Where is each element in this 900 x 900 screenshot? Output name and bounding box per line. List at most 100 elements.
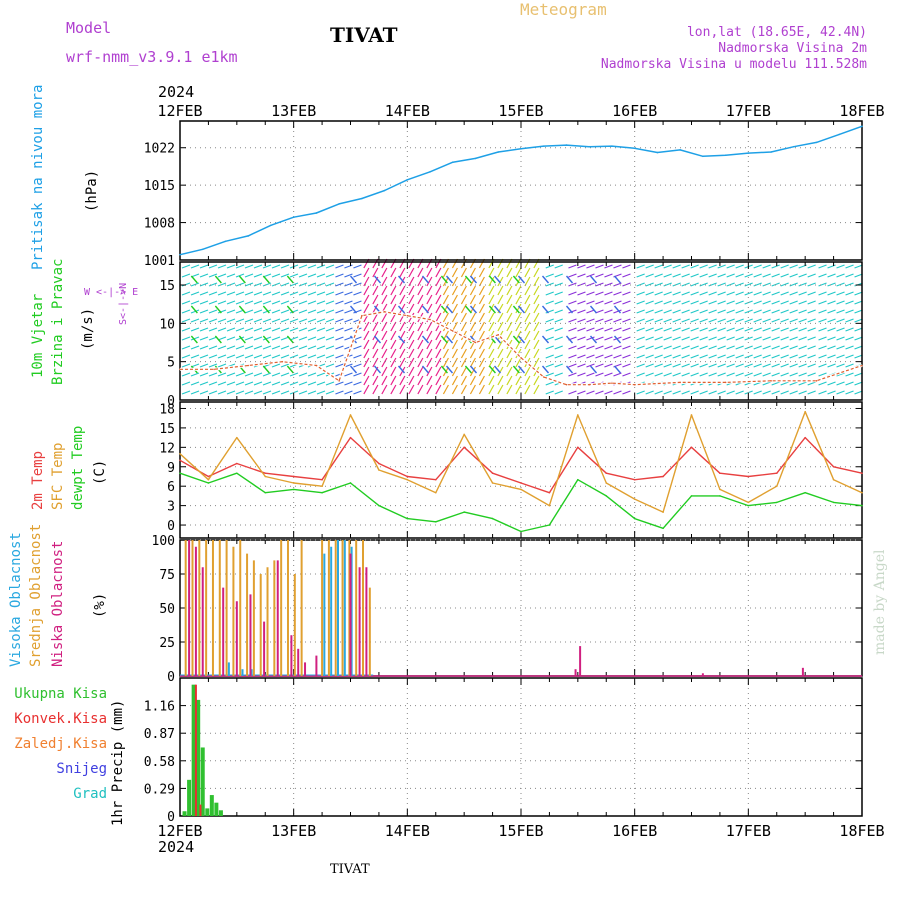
pressure-line-point — [202, 249, 204, 251]
pressure-line-point — [179, 254, 181, 256]
wind-speed-line-point — [543, 376, 545, 378]
temp-sfc-line-point — [492, 482, 494, 484]
temp-sfc-line-point — [719, 489, 721, 491]
pressure-line-point — [725, 154, 727, 156]
pressure-line-point — [679, 149, 681, 151]
temp-dewpt-line-point — [549, 524, 551, 526]
pressure-line-point — [316, 212, 318, 214]
temp-sfc-line-point — [208, 479, 210, 481]
temp-sfc-line-point — [605, 482, 607, 484]
pressure-line-point — [634, 147, 636, 149]
temp-2m-line-point — [208, 476, 210, 478]
wind-speed-line-point — [452, 330, 454, 332]
temp-dewpt-line-point — [662, 527, 664, 529]
temp-sfc-line-point — [804, 411, 806, 413]
temp-sfc-line-point — [236, 437, 238, 439]
temp-dewpt-line-point — [861, 505, 863, 507]
wind-speed-line-point — [316, 365, 318, 367]
temp-2m-line-point — [492, 472, 494, 474]
y-tick-label: 0.87 — [144, 727, 175, 742]
x-tick-label-top: 16FEB — [612, 102, 657, 120]
y-tick-label: 1001 — [144, 254, 175, 269]
wind-speed-line-point — [429, 319, 431, 321]
pressure-line-point — [429, 171, 431, 173]
temp-sfc-line-point — [634, 498, 636, 500]
y-tick-label: 6 — [167, 480, 175, 495]
temp-sfc-line-point — [861, 492, 863, 494]
pressure-line-point — [657, 152, 659, 154]
x-tick-label-bottom: 12FEB — [157, 822, 202, 840]
temp-dewpt-line-point — [293, 489, 295, 491]
temp-sfc-line-point — [691, 414, 693, 416]
temp-sfc-line-point — [833, 479, 835, 481]
wind-speed-line-point — [247, 365, 249, 367]
pressure-line-point — [770, 151, 772, 153]
pressure-line-point — [293, 216, 295, 218]
wind-speed-line-point — [816, 380, 818, 382]
temp-sfc-line-point — [435, 492, 437, 494]
precip-total-bar — [183, 811, 187, 816]
temp-2m-line-point — [520, 482, 522, 484]
wind-speed-line-point — [407, 315, 409, 317]
temp-2m-line-point — [776, 472, 778, 474]
temp-2m-line-point — [804, 437, 806, 439]
temp-2m-line — [180, 438, 862, 493]
pressure-line-point — [247, 235, 249, 237]
temp-dewpt-line-point — [179, 472, 181, 474]
temp-dewpt-line-point — [350, 482, 352, 484]
temp-dewpt-line-point — [264, 492, 266, 494]
temp-sfc-line-point — [776, 485, 778, 487]
pressure-line-point — [452, 161, 454, 163]
temp-dewpt-line-point — [520, 531, 522, 533]
temp-sfc-line-point — [293, 482, 295, 484]
temp-dewpt-line-point — [236, 472, 238, 474]
wind-speed-line-point — [770, 380, 772, 382]
precip-total-bar — [205, 808, 209, 816]
x-tick-label-top: 15FEB — [498, 102, 543, 120]
y-tick-label: 10 — [159, 317, 175, 332]
pressure-line-point — [407, 179, 409, 181]
wind-speed-line-point — [338, 380, 340, 382]
wind-speed-line-point — [475, 342, 477, 344]
precip-total-bar — [214, 803, 218, 816]
y-tick-label: 0.29 — [144, 782, 175, 797]
precip-total-bar — [210, 795, 214, 816]
temp-sfc-line-point — [463, 434, 465, 436]
pressure-line-point — [816, 142, 818, 144]
temp-sfc-line-point — [321, 485, 323, 487]
wind-speed-line-point — [497, 334, 499, 336]
temp-sfc-line-point — [577, 414, 579, 416]
x-tick-label-top: 13FEB — [271, 102, 316, 120]
pressure-line-point — [861, 126, 863, 128]
pressure-line-point — [611, 145, 613, 147]
pressure-line-point — [497, 151, 499, 153]
x-tick-label-bottom: 18FEB — [839, 822, 884, 840]
temp-2m-line-point — [605, 472, 607, 474]
temp-2m-line-point — [549, 492, 551, 494]
temp-sfc-line-point — [350, 414, 352, 416]
temp-2m-line-point — [691, 447, 693, 449]
x-tick-label-top: 17FEB — [726, 102, 771, 120]
pressure-line-point — [702, 155, 704, 157]
temp-sfc-line-point — [378, 469, 380, 471]
pressure-line-point — [384, 190, 386, 192]
y-tick-label: 3 — [167, 500, 175, 515]
temp-2m-line-point — [407, 476, 409, 478]
y-tick-label: 18 — [159, 402, 175, 417]
y-tick-label: 1008 — [144, 217, 175, 232]
temp-2m-line-point — [463, 447, 465, 449]
wind-speed-line-point — [384, 311, 386, 313]
y-tick-label: 0 — [167, 670, 175, 685]
x-tick-label-bottom: 13FEB — [271, 822, 316, 840]
y-tick-label: 9 — [167, 461, 175, 476]
precip-convective-bar — [195, 685, 197, 816]
y-tick-label: 100 — [152, 534, 175, 549]
y-tick-label: 0 — [167, 519, 175, 534]
pressure-line-point — [748, 152, 750, 154]
x-tick-label-top: 14FEB — [385, 102, 430, 120]
y-tick-label: 5 — [167, 356, 175, 371]
temp-2m-line-point — [577, 447, 579, 449]
wind-speed-line-point — [282, 361, 284, 363]
temp-sfc-line-point — [662, 511, 664, 513]
meteogram-chart: 1001100810151022051015036912151802550751… — [0, 0, 900, 900]
